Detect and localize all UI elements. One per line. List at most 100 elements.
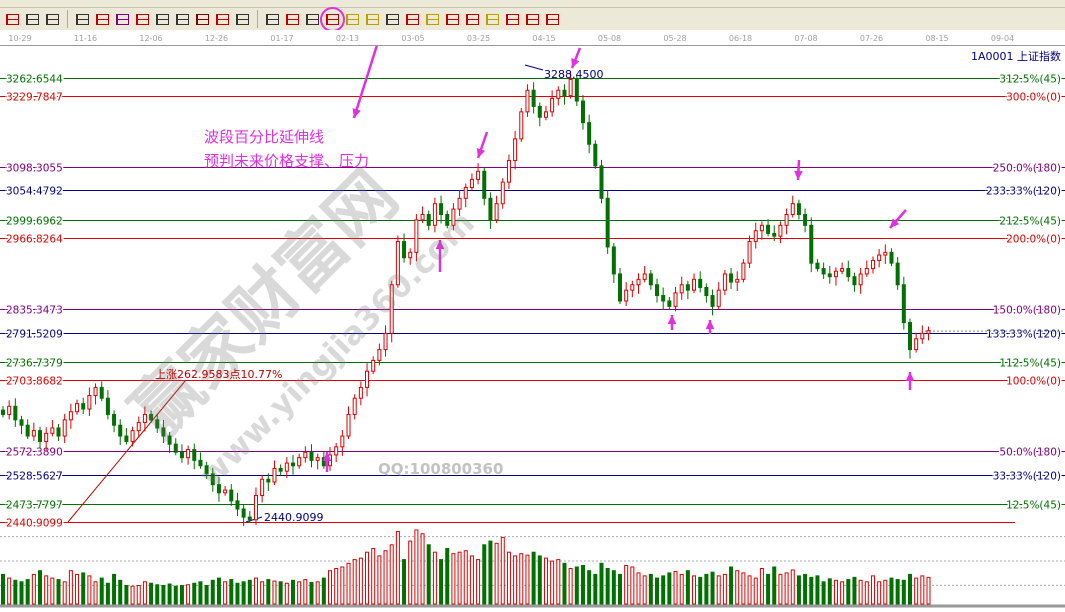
date-tick: 06-18 — [728, 34, 753, 43]
win-angle-icon[interactable] — [524, 11, 541, 28]
candle — [75, 399, 80, 415]
level-price-label: 3229.7847 — [6, 92, 63, 104]
grid-icon[interactable] — [194, 11, 211, 28]
percent-extension-icon[interactable] — [320, 6, 345, 32]
gann-fan-icon[interactable] — [134, 11, 151, 28]
parallel-lines-icon[interactable] — [234, 11, 251, 28]
candle — [562, 84, 567, 105]
fan-lines-icon[interactable] — [94, 11, 111, 28]
volume-bar — [673, 570, 678, 605]
candle-body — [223, 489, 228, 494]
candle-body — [593, 143, 598, 167]
candle-body — [580, 100, 585, 124]
candle — [457, 190, 462, 217]
high-marker-line — [524, 64, 544, 71]
candle-body — [611, 246, 616, 275]
rect-select-icon[interactable] — [74, 11, 91, 28]
volume-bar — [284, 582, 289, 605]
candle — [840, 262, 845, 275]
volume-bar — [75, 573, 80, 605]
gann-box-icon[interactable] — [114, 11, 131, 28]
candle — [272, 460, 277, 485]
candle — [790, 195, 795, 218]
fib-line-icon[interactable] — [464, 11, 481, 28]
zigzag-icon[interactable] — [174, 11, 191, 28]
ruler-icon[interactable] — [264, 11, 281, 28]
fit-width-icon[interactable] — [44, 11, 61, 28]
low-price-label: 2440.9099 — [264, 511, 324, 524]
volume-bar — [340, 566, 345, 605]
percent-icon[interactable] — [304, 11, 321, 28]
candle-body — [179, 451, 184, 459]
level-percent-label: 250.0%(180) — [993, 163, 1061, 175]
volume-bar — [352, 559, 357, 605]
candle — [482, 167, 487, 206]
arrow-head — [794, 170, 803, 180]
grid-red-icon[interactable] — [214, 11, 231, 28]
candle-body — [124, 435, 129, 442]
volume-bar — [593, 573, 598, 605]
volume-bar — [605, 567, 610, 605]
candle-body — [901, 284, 906, 324]
gold-ratio-icon[interactable] — [424, 11, 441, 28]
volume-bar — [716, 575, 721, 605]
volume-bar — [1, 573, 5, 605]
volume-bar — [93, 581, 98, 605]
candle — [19, 415, 24, 435]
volume-bar — [550, 560, 555, 605]
volume-bar — [426, 544, 431, 605]
wave-icon[interactable] — [404, 11, 421, 28]
candle-body — [574, 78, 579, 102]
candle — [56, 423, 61, 442]
candle — [142, 406, 147, 432]
gold-angle-icon[interactable] — [484, 11, 501, 28]
candle-body — [784, 214, 789, 226]
gold-line-icon[interactable] — [364, 11, 381, 28]
advance-icon[interactable] — [504, 11, 521, 28]
arrow-head — [905, 372, 915, 382]
candle — [44, 427, 49, 451]
candle-body — [692, 278, 697, 291]
candle — [846, 260, 851, 282]
candle — [766, 219, 771, 237]
candle-body — [852, 276, 857, 286]
date-tick: 12-06 — [139, 34, 163, 43]
candle — [587, 114, 592, 154]
calendar-grid-icon[interactable] — [24, 11, 41, 28]
rise-trend-line — [67, 379, 187, 523]
candle — [673, 286, 678, 312]
candle-body — [624, 289, 629, 302]
candle — [574, 75, 579, 107]
volume-bar — [796, 575, 801, 605]
candle — [722, 269, 727, 296]
j-line-icon[interactable] — [444, 11, 461, 28]
candle-body — [753, 230, 758, 243]
volume-bar — [821, 581, 826, 605]
candle — [889, 248, 894, 267]
volume-bar — [710, 571, 715, 605]
volume-bar — [513, 555, 518, 605]
circle-target-icon[interactable] — [344, 11, 361, 28]
candle — [926, 326, 931, 341]
candle-body — [155, 419, 160, 429]
candle — [463, 183, 468, 208]
candle — [685, 280, 690, 300]
volume-bar — [642, 575, 647, 605]
candle — [241, 504, 246, 527]
percent-fan-icon[interactable] — [284, 11, 301, 28]
candle — [389, 280, 394, 343]
speed-line-icon[interactable] — [384, 11, 401, 28]
candle-body — [599, 165, 604, 199]
candle — [235, 492, 240, 516]
candle-body — [235, 500, 240, 510]
candle — [210, 467, 215, 492]
candle-body — [445, 214, 450, 226]
volume-bar — [402, 559, 407, 605]
angle-line-icon[interactable] — [154, 11, 171, 28]
volume-bar — [624, 565, 629, 605]
volume-bar — [531, 551, 536, 605]
volume-bar — [420, 533, 425, 605]
candle-body — [494, 203, 499, 221]
four-angle-icon[interactable] — [544, 11, 561, 28]
win-icon[interactable] — [4, 11, 21, 28]
